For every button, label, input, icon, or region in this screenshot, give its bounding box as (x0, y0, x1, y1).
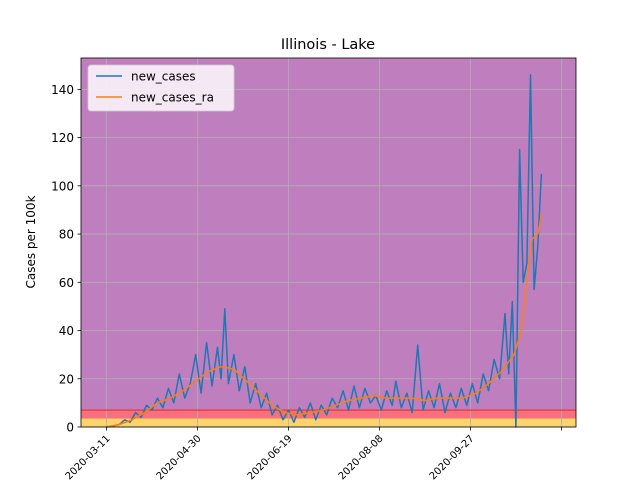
y-tick-label-1: 20 (59, 372, 74, 386)
y-tick-label-5: 100 (51, 179, 74, 193)
legend-label-new_cases_ra: new_cases_ra (131, 91, 214, 105)
chart-title: Illinois - Lake (281, 37, 375, 53)
y-tick-label-4: 80 (59, 228, 74, 242)
x-tick-label-4: 2020-09-27 (428, 433, 477, 480)
y-tick-label-6: 120 (51, 131, 74, 145)
series-line-new_cases_ra (106, 214, 543, 428)
legend: new_cases new_cases_ra (87, 64, 235, 112)
background-band-1 (81, 410, 576, 419)
background-band-0 (81, 418, 576, 427)
legend-label-new_cases: new_cases (131, 70, 196, 84)
x-axis: 2020-03-11 2020-04-30 2020-06-19 2020-08-08… (64, 427, 562, 480)
x-tick-label-3: 2020-08-08 (337, 433, 386, 480)
legend-box (87, 64, 235, 112)
x-tick-label-0: 2020-03-11 (64, 433, 113, 480)
series-lines (106, 74, 543, 428)
y-axis: 0 20 40 60 80 100 120 140 (51, 83, 81, 435)
y-tick-label-7: 140 (51, 83, 74, 97)
series-line-new_cases (106, 74, 543, 428)
y-tick-label-3: 60 (59, 276, 74, 290)
x-tick-label-2: 2020-06-19 (246, 433, 295, 480)
plot-frame (80, 57, 577, 428)
y-tick-label-2: 40 (59, 324, 74, 338)
x-tick-label-1: 2020-04-30 (155, 433, 204, 480)
y-axis-label: Cases per 100k (24, 195, 38, 288)
y-tick-label-0: 0 (66, 421, 74, 435)
